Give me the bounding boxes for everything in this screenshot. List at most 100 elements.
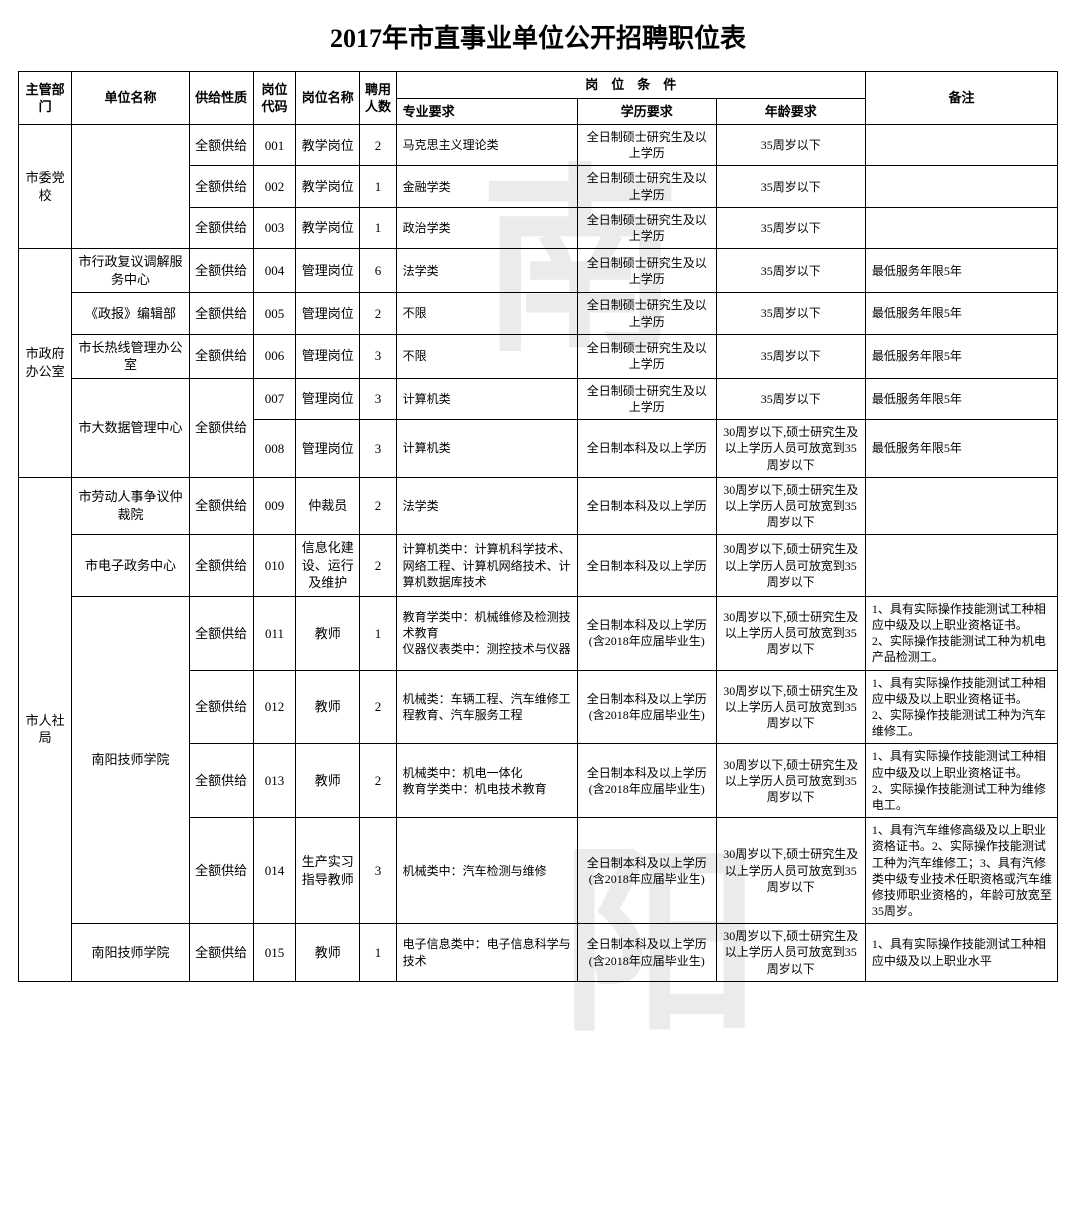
cell-code: 004: [253, 249, 296, 293]
cell-edu: 全日制本科及以上学历: [577, 477, 716, 535]
cell-count: 1: [360, 596, 396, 670]
cell-note: [865, 125, 1057, 166]
cell-supply: 全额供给: [189, 477, 253, 535]
cell-posname: 管理岗位: [296, 378, 360, 419]
page-title: 2017年市直事业单位公开招聘职位表: [0, 0, 1076, 71]
cell-note: 最低服务年限5年: [865, 249, 1057, 293]
cell-note: 最低服务年限5年: [865, 378, 1057, 419]
table-row: 市人社局市劳动人事争议仲裁院全额供给009仲裁员2法学类全日制本科及以上学历30…: [19, 477, 1058, 535]
cell-count: 3: [360, 334, 396, 378]
cell-code: 002: [253, 166, 296, 207]
cell-major: 政治学类: [396, 207, 577, 248]
cell-supply: 全额供给: [189, 744, 253, 818]
table-row: 市电子政务中心全额供给010信息化建设、运行及维护2计算机类中：计算机科学技术、…: [19, 535, 1058, 597]
cell-posname: 教师: [296, 596, 360, 670]
cell-edu: 全日制硕士研究生及以上学历: [577, 125, 716, 166]
cell-age: 30周岁以下,硕士研究生及以上学历人员可放宽到35周岁以下: [716, 744, 865, 818]
cell-age: 35周岁以下: [716, 125, 865, 166]
cell-supply: 全额供给: [189, 166, 253, 207]
cell-unit: 市劳动人事争议仲裁院: [72, 477, 189, 535]
cell-count: 1: [360, 924, 396, 982]
cell-note: [865, 477, 1057, 535]
cell-count: 1: [360, 166, 396, 207]
cell-count: 2: [360, 293, 396, 334]
cell-count: 3: [360, 420, 396, 478]
cell-edu: 全日制本科及以上学历: [577, 535, 716, 597]
cell-age: 35周岁以下: [716, 166, 865, 207]
cell-edu: 全日制硕士研究生及以上学历: [577, 334, 716, 378]
cell-code: 011: [253, 596, 296, 670]
cell-code: 008: [253, 420, 296, 478]
cell-count: 2: [360, 477, 396, 535]
cell-code: 005: [253, 293, 296, 334]
cell-dept: 市政府办公室: [19, 249, 72, 478]
th-unit: 单位名称: [72, 72, 189, 125]
cell-count: 6: [360, 249, 396, 293]
table-row: 南阳技师学院全额供给011教师1教育学类中：机械维修及检测技术教育仪器仪表类中：…: [19, 596, 1058, 670]
cell-unit: 市行政复议调解服务中心: [72, 249, 189, 293]
cell-supply: 全额供给: [189, 293, 253, 334]
cell-unit: 市电子政务中心: [72, 535, 189, 597]
cell-note: 最低服务年限5年: [865, 334, 1057, 378]
th-code: 岗位代码: [253, 72, 296, 125]
table-row: 《政报》编辑部全额供给005管理岗位2不限全日制硕士研究生及以上学历35周岁以下…: [19, 293, 1058, 334]
cell-code: 012: [253, 670, 296, 744]
table-row: 市委党校全额供给001教学岗位2马克思主义理论类全日制硕士研究生及以上学历35周…: [19, 125, 1058, 166]
recruitment-table: 主管部门 单位名称 供给性质 岗位代码 岗位名称 聘用人数 岗 位 条 件 备注…: [18, 71, 1058, 982]
cell-unit: 南阳技师学院: [72, 924, 189, 982]
cell-major: 金融学类: [396, 166, 577, 207]
th-cond-group: 岗 位 条 件: [396, 72, 865, 99]
cell-posname: 管理岗位: [296, 334, 360, 378]
cell-note: [865, 535, 1057, 597]
cell-edu: 全日制本科及以上学历(含2018年应届毕业生): [577, 596, 716, 670]
cell-note: 最低服务年限5年: [865, 293, 1057, 334]
th-note: 备注: [865, 72, 1057, 125]
cell-age: 35周岁以下: [716, 293, 865, 334]
cell-posname: 生产实习指导教师: [296, 818, 360, 924]
cell-count: 3: [360, 378, 396, 419]
cell-major: 机械类中：机电一体化教育学类中：机电技术教育: [396, 744, 577, 818]
cell-code: 013: [253, 744, 296, 818]
cell-major: 机械类：车辆工程、汽车维修工程教育、汽车服务工程: [396, 670, 577, 744]
cell-supply: 全额供给: [189, 334, 253, 378]
cell-count: 1: [360, 207, 396, 248]
cell-major: 机械类中：汽车检测与维修: [396, 818, 577, 924]
cell-age: 35周岁以下: [716, 249, 865, 293]
th-age: 年龄要求: [716, 98, 865, 125]
cell-age: 30周岁以下,硕士研究生及以上学历人员可放宽到35周岁以下: [716, 596, 865, 670]
cell-unit: [72, 125, 189, 249]
cell-age: 35周岁以下: [716, 207, 865, 248]
cell-posname: 教学岗位: [296, 166, 360, 207]
cell-note: 1、具有实际操作技能测试工种相应中级及以上职业水平: [865, 924, 1057, 982]
cell-supply: 全额供给: [189, 924, 253, 982]
cell-supply: 全额供给: [189, 207, 253, 248]
cell-note: 最低服务年限5年: [865, 420, 1057, 478]
cell-major: 不限: [396, 293, 577, 334]
cell-age: 30周岁以下,硕士研究生及以上学历人员可放宽到35周岁以下: [716, 477, 865, 535]
cell-posname: 管理岗位: [296, 293, 360, 334]
cell-note: 1、具有汽车维修高级及以上职业资格证书。2、实际操作技能测试工种为汽车维修工；3…: [865, 818, 1057, 924]
cell-major: 计算机类: [396, 378, 577, 419]
cell-edu: 全日制本科及以上学历: [577, 420, 716, 478]
cell-major: 法学类: [396, 249, 577, 293]
cell-posname: 管理岗位: [296, 420, 360, 478]
cell-major: 马克思主义理论类: [396, 125, 577, 166]
th-count: 聘用人数: [360, 72, 396, 125]
cell-code: 001: [253, 125, 296, 166]
cell-code: 010: [253, 535, 296, 597]
cell-unit: 南阳技师学院: [72, 596, 189, 923]
th-posname: 岗位名称: [296, 72, 360, 125]
cell-supply: 全额供给: [189, 249, 253, 293]
cell-supply: 全额供给: [189, 596, 253, 670]
cell-code: 009: [253, 477, 296, 535]
cell-posname: 教师: [296, 744, 360, 818]
th-supply: 供给性质: [189, 72, 253, 125]
cell-unit: 市大数据管理中心: [72, 378, 189, 477]
table-row: 南阳技师学院全额供给015教师1电子信息类中：电子信息科学与技术全日制本科及以上…: [19, 924, 1058, 982]
cell-age: 30周岁以下,硕士研究生及以上学历人员可放宽到35周岁以下: [716, 535, 865, 597]
table-body: 市委党校全额供给001教学岗位2马克思主义理论类全日制硕士研究生及以上学历35周…: [19, 125, 1058, 982]
cell-posname: 教学岗位: [296, 207, 360, 248]
th-dept: 主管部门: [19, 72, 72, 125]
cell-code: 015: [253, 924, 296, 982]
cell-supply: 全额供给: [189, 378, 253, 477]
